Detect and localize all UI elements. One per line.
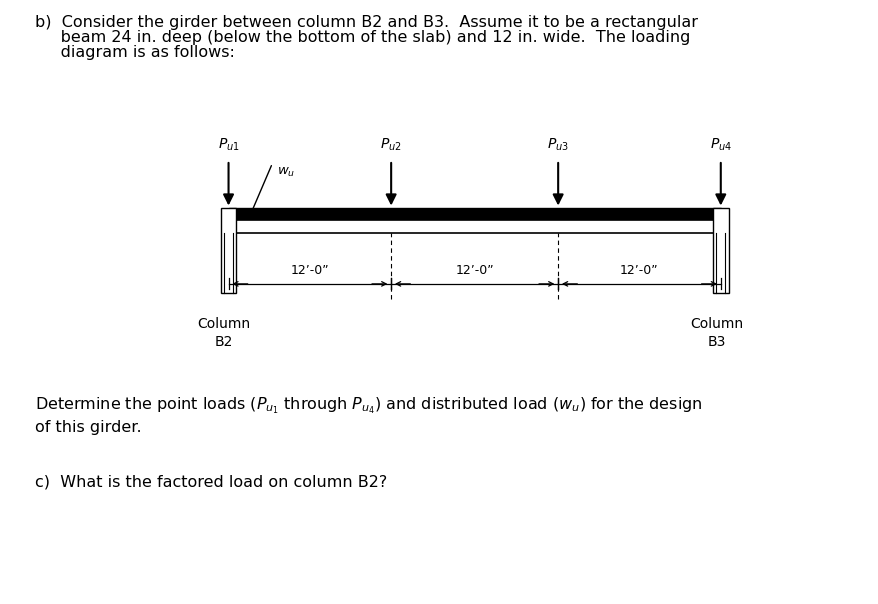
Text: c)  What is the factored load on column B2?: c) What is the factored load on column B… <box>35 474 387 489</box>
Bar <box>228 208 720 220</box>
Text: 12’-0”: 12’-0” <box>455 263 493 277</box>
Text: diagram is as follows:: diagram is as follows: <box>35 45 234 60</box>
Text: $P_{u1}$: $P_{u1}$ <box>218 137 239 153</box>
Text: $P_{u3}$: $P_{u3}$ <box>547 137 568 153</box>
Bar <box>228 220 720 233</box>
Text: b)  Consider the girder between column B2 and B3.  Assume it to be a rectangular: b) Consider the girder between column B2… <box>35 15 697 30</box>
Bar <box>220 208 236 293</box>
Text: $w_u$: $w_u$ <box>277 166 295 179</box>
Text: of this girder.: of this girder. <box>35 420 141 435</box>
Text: 12’-0”: 12’-0” <box>620 263 658 277</box>
Text: $P_{u4}$: $P_{u4}$ <box>709 137 731 153</box>
Text: Determine the point loads ($P_{u_1}$ through $P_{u_4}$) and distributed load ($w: Determine the point loads ($P_{u_1}$ thr… <box>35 396 702 416</box>
Text: 12’-0”: 12’-0” <box>291 263 328 277</box>
Text: Column
B3: Column B3 <box>689 317 742 350</box>
Text: $P_{u2}$: $P_{u2}$ <box>380 137 401 153</box>
Bar <box>712 208 728 293</box>
Text: Column
B2: Column B2 <box>198 317 250 350</box>
Text: beam 24 in. deep (below the bottom of the slab) and 12 in. wide.  The loading: beam 24 in. deep (below the bottom of th… <box>35 30 690 45</box>
